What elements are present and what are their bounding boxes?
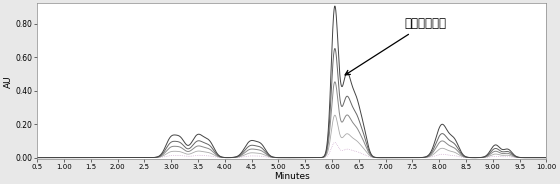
Text: 高效氯氯菊酯: 高效氯氯菊酯 xyxy=(345,17,446,75)
X-axis label: Minutes: Minutes xyxy=(274,171,310,181)
Y-axis label: AU: AU xyxy=(3,75,12,88)
